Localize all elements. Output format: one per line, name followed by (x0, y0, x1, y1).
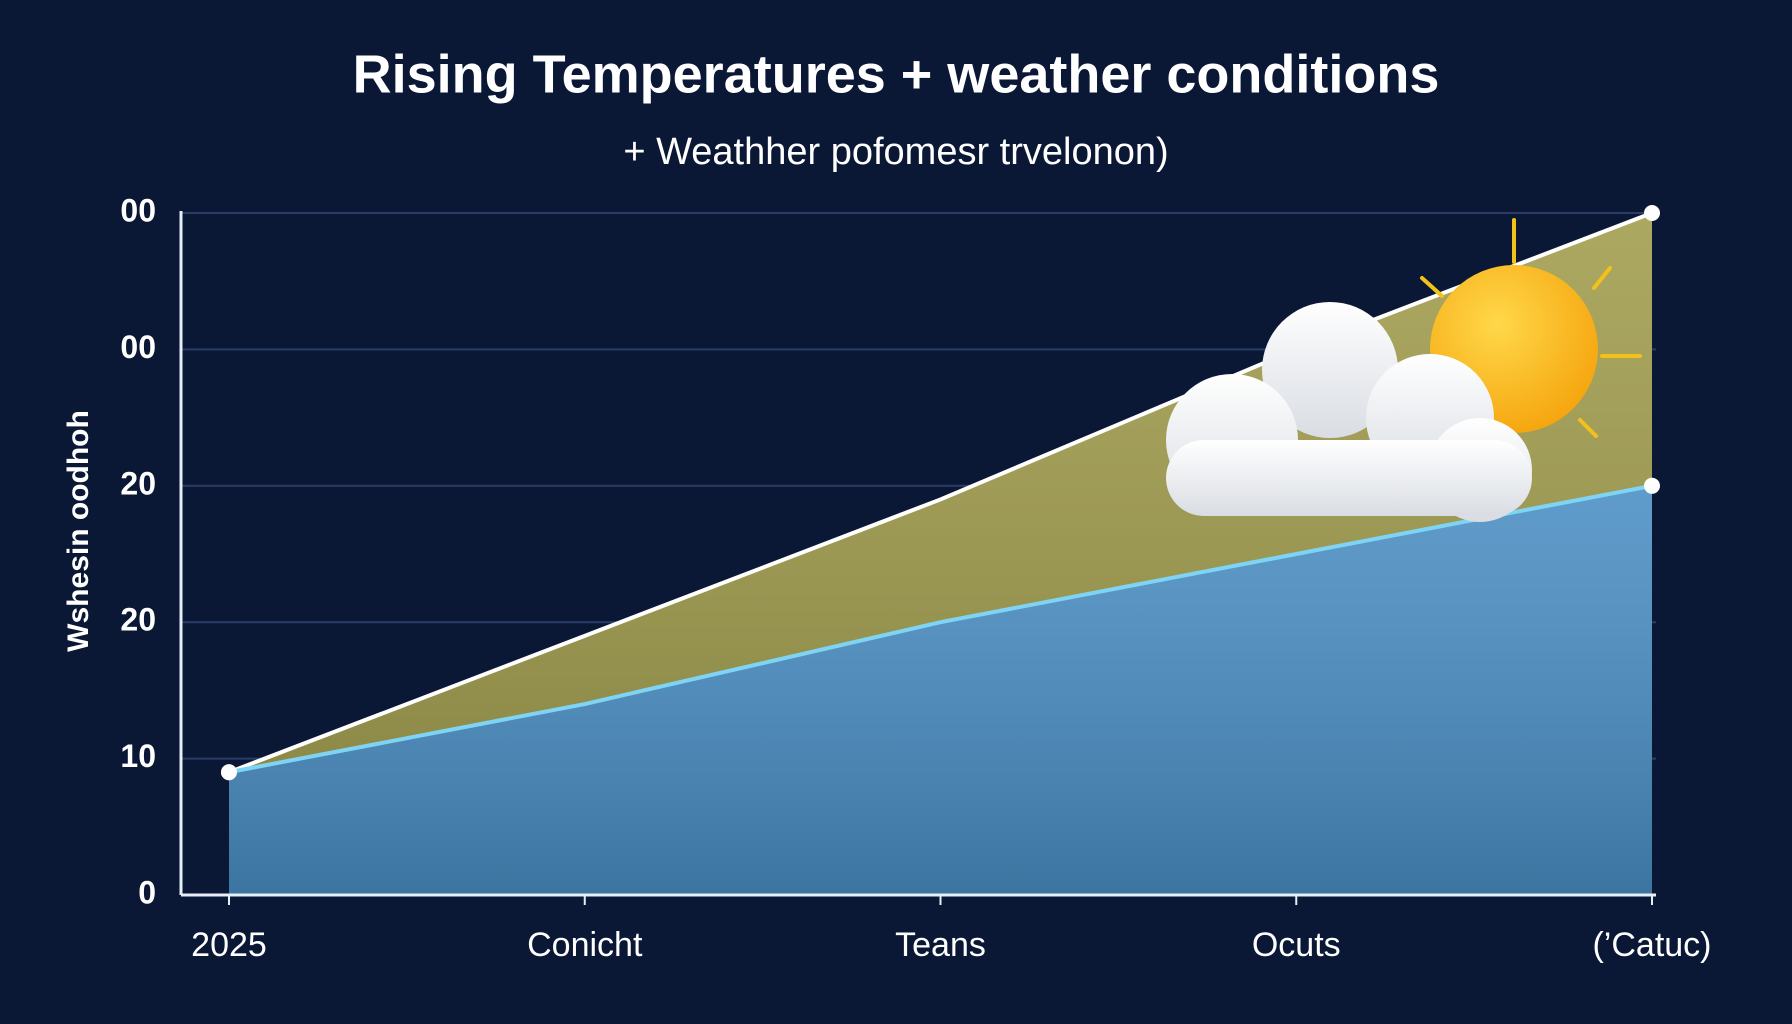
chart-title: Rising Temperatures + weather conditions (353, 44, 1440, 104)
point (1644, 205, 1660, 221)
weather-icon (1166, 218, 1642, 522)
point (1644, 477, 1660, 494)
chart-subtitle: + Weathher pofomesr trvelonon) (623, 131, 1168, 173)
x-tick-label: 2025 (191, 926, 267, 964)
line (228, 483, 1653, 775)
y-tick-label: 00 (120, 329, 156, 365)
y-tick-label: 0 (138, 874, 156, 910)
x-tick-label: Teans (895, 926, 986, 964)
y-tick-label: 20 (120, 602, 156, 638)
y-tick-label: 10 (120, 738, 156, 774)
x-tick-label: Ocuts (1252, 926, 1341, 964)
point (221, 764, 237, 781)
cloud (1166, 302, 1532, 522)
area-shade (229, 485, 1652, 895)
line (228, 211, 1653, 775)
axes: 0 10 20 20 00 00 2025 Conicht Teans Ocuts (’Catuc) (120, 192, 1711, 964)
sun-rays (1420, 218, 1642, 438)
y-tick-label: 20 (120, 465, 156, 501)
x-tick-label: Conicht (527, 926, 643, 964)
y-axis-label: Wshesin oodhoh (62, 410, 95, 652)
x-tick-label: (’Catuc) (1592, 926, 1711, 964)
y-tick-label: 00 (120, 192, 156, 228)
